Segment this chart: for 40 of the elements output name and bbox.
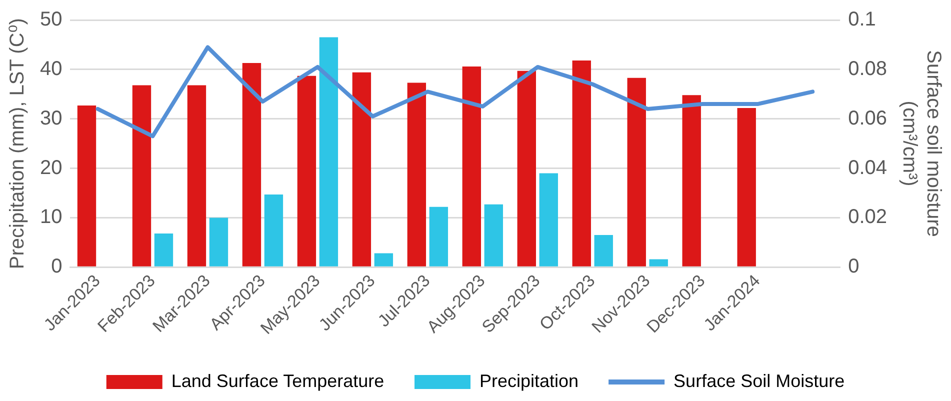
y2-tick-label: 0.02 (848, 206, 888, 228)
y2-tick-label: 0.08 (848, 58, 888, 80)
bar (187, 85, 206, 266)
y-tick-label: 50 (40, 8, 62, 31)
bar (539, 173, 558, 266)
bar (297, 76, 316, 266)
bar (462, 66, 482, 266)
legend-label: Land Surface Temperature (171, 370, 384, 391)
y2-tick-label: 0.04 (848, 156, 888, 179)
bar (407, 82, 426, 266)
bar (374, 253, 394, 266)
bar (154, 234, 174, 266)
bar (264, 194, 284, 266)
bar (484, 204, 503, 266)
bar (319, 37, 338, 266)
y2-tick-label: 0.06 (848, 107, 888, 130)
y2-tick-label: 0 (848, 256, 860, 278)
y2-tick-label: 0.1 (848, 8, 876, 31)
bar (429, 206, 448, 266)
bar (352, 72, 372, 266)
bar (242, 63, 262, 266)
bar (649, 259, 668, 266)
y2-axis-title: Surface soil moisture (cm³/cm³) (898, 50, 944, 237)
bar (594, 234, 613, 266)
legend-label: Precipitation (480, 370, 579, 391)
bar (209, 218, 228, 266)
y-tick-label: 30 (40, 107, 62, 130)
y-tick-label: 0 (51, 256, 62, 278)
y-tick-label: 10 (40, 206, 62, 228)
bar (682, 95, 701, 266)
y-tick-label: 40 (40, 58, 62, 80)
legend-label: Surface Soil Moisture (674, 370, 845, 391)
y-axis-title: Precipitation (mm), LST (C⁰) (6, 18, 29, 270)
y-tick-label: 20 (40, 156, 62, 179)
bar (517, 70, 536, 266)
bar (737, 108, 756, 266)
bar (572, 60, 591, 266)
bar (132, 85, 152, 266)
bar (77, 106, 96, 266)
bar (627, 78, 646, 266)
